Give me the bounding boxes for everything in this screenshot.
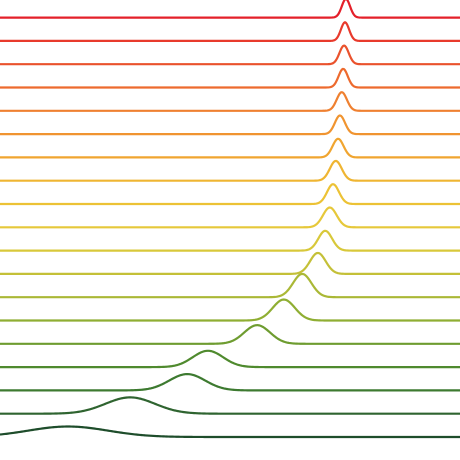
ridge [0, 206, 460, 229]
ridge [0, 425, 460, 439]
ridge [0, 324, 460, 345]
ridge [0, 137, 460, 159]
ridge [0, 67, 460, 89]
ridge [0, 114, 460, 136]
ridge [0, 298, 460, 322]
ridge [0, 272, 460, 299]
ridge [0, 349, 460, 369]
ridge [0, 21, 460, 42]
ridge [0, 91, 460, 112]
ridge [0, 396, 460, 415]
ridge [0, 0, 460, 19]
ridge [0, 44, 460, 66]
ridge [0, 159, 460, 182]
ridge [0, 229, 460, 252]
ridge [0, 372, 460, 392]
ridge [0, 251, 460, 275]
ridge [0, 183, 460, 206]
